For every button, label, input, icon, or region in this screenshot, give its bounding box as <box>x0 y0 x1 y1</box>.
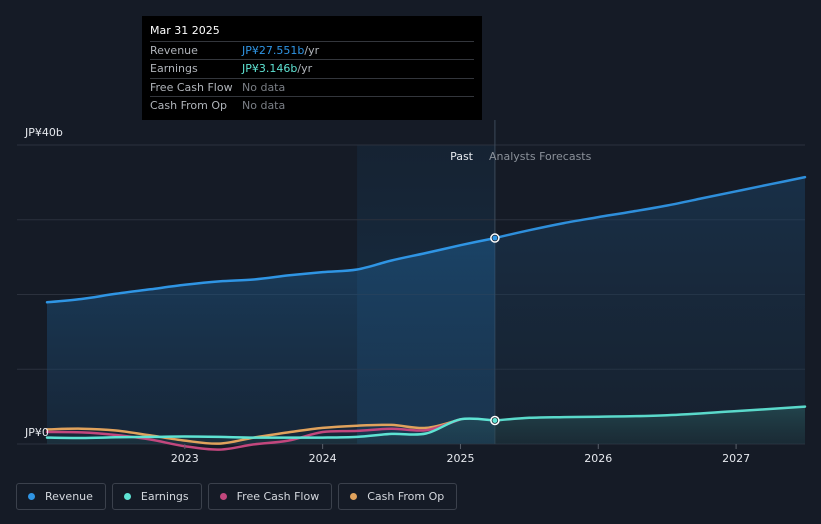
tooltip-label: Revenue <box>150 44 198 57</box>
earnings-line-forecast <box>493 405 807 422</box>
earnings-marker-core <box>492 417 498 423</box>
revenue-area-forecast <box>494 177 805 444</box>
tooltip-unit: /yr <box>297 62 313 76</box>
tooltip-row-free-cash-flow: Free Cash Flow No data <box>150 77 474 96</box>
legend-label: Revenue <box>45 490 93 503</box>
y-axis-top-label: JP¥40b <box>24 126 63 139</box>
legend-item-revenue[interactable]: Revenue <box>16 483 106 510</box>
legend-item-earnings[interactable]: Earnings <box>111 483 202 510</box>
forecast-label: Analysts Forecasts <box>489 150 592 163</box>
x-tick-label: 2023 <box>171 452 199 465</box>
legend-item-free-cash-flow[interactable]: Free Cash Flow <box>207 483 333 510</box>
x-tick-label: 2025 <box>446 452 474 465</box>
tooltip-row-revenue: Revenue JP¥27.551b /yr <box>150 41 474 59</box>
tooltip-value: JP¥27.551b <box>242 44 305 57</box>
tooltip-row-earnings: Earnings JP¥3.146b /yr <box>150 59 474 77</box>
legend-label: Cash From Op <box>367 490 445 503</box>
revenue-line-past <box>45 236 497 304</box>
revenue-marker-core <box>492 235 498 241</box>
earnings-dot-icon <box>123 493 131 500</box>
tooltip-value: No data <box>242 99 286 113</box>
tooltip-value: JP¥3.146b <box>242 62 298 76</box>
legend-label: Free Cash Flow <box>236 490 320 503</box>
tooltip-value: No data <box>242 80 286 94</box>
revenue-dot-icon <box>28 493 35 500</box>
x-tick-label: 2027 <box>722 452 750 465</box>
x-tick-label: 2024 <box>309 452 337 465</box>
y-axis-bottom-label: JP¥0 <box>24 426 49 439</box>
cash-from-op-dot-icon <box>350 493 358 500</box>
free-cash-flow-dot-icon <box>219 493 227 500</box>
tooltip: Mar 31 2025 Revenue JP¥27.551b /yr Earni… <box>142 16 482 120</box>
earnings-area <box>47 406 805 444</box>
tooltip-label: Free Cash Flow <box>150 80 233 94</box>
past-label: Past <box>450 150 474 163</box>
revenue-area-past <box>47 238 495 444</box>
legend-item-cash-from-op[interactable]: Cash From Op <box>338 483 458 510</box>
revenue-line-forecast <box>493 175 807 240</box>
x-tick-label: 2026 <box>584 452 612 465</box>
legend-label: Earnings <box>140 490 189 503</box>
tooltip-label: Earnings <box>150 62 198 76</box>
tooltip-date: Mar 31 2025 <box>150 24 220 37</box>
free-cash-flow-line-past <box>45 418 462 451</box>
legend: Revenue Earnings Free Cash Flow Cash Fro… <box>16 483 458 510</box>
tooltip-row-cash-from-op: Cash From Op No data <box>150 96 474 114</box>
tooltip-label: Cash From Op <box>150 99 228 113</box>
earnings-line-past <box>45 417 497 440</box>
tooltip-unit: /yr <box>304 44 320 57</box>
